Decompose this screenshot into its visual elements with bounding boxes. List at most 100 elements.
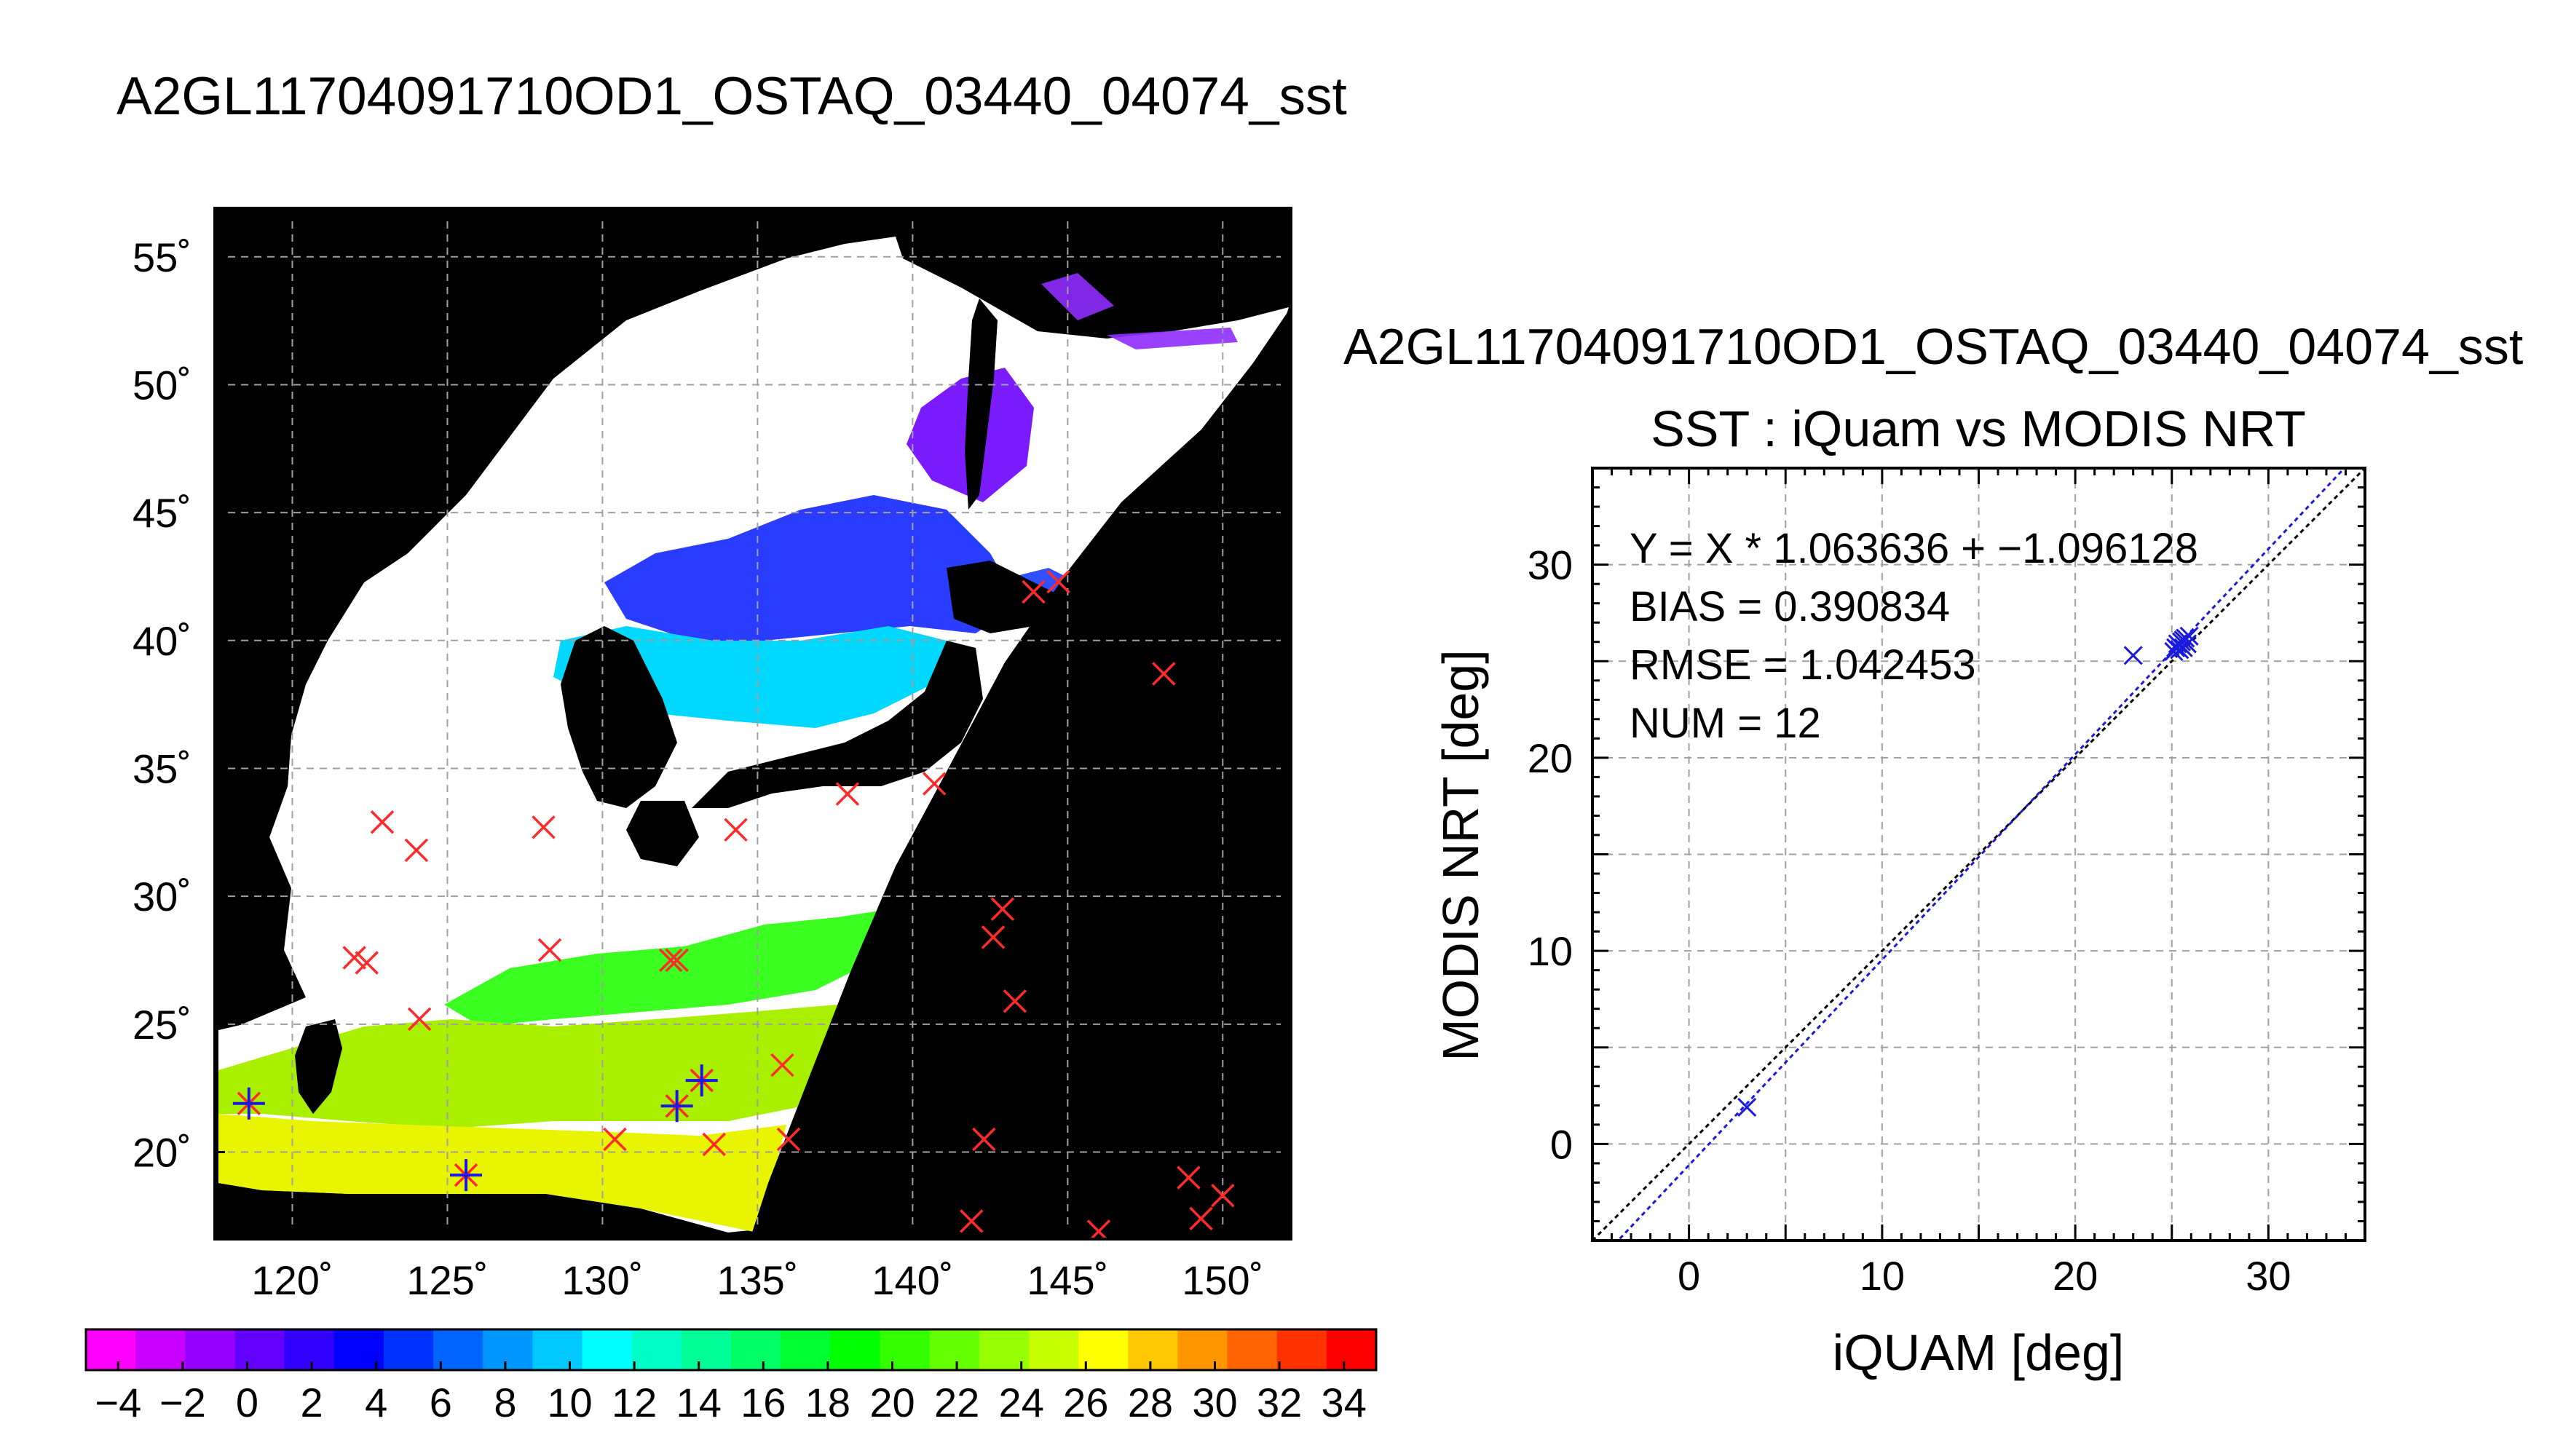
map-frame <box>213 207 1292 1241</box>
map-grid <box>215 208 1291 1239</box>
scatter-annotations: Y = X * 1.063636 + −1.096128 BIAS = 0.390… <box>1630 525 2198 747</box>
land-sakhalin <box>965 298 998 510</box>
scatter-points <box>1737 626 2199 1117</box>
insitu-marker <box>702 1132 726 1157</box>
scatter-plot: 0 10 20 30 0 10 20 30 Y = X * 1.063636 + −1.096… <box>1432 467 2366 1381</box>
map-lat-tick-label: 50˚ <box>133 362 191 408</box>
scatter-y-tick-label: 20 <box>1528 735 1573 781</box>
insitu-marker <box>355 951 379 975</box>
colorbar-segment <box>582 1329 633 1370</box>
colorbar-segment <box>284 1329 335 1370</box>
scatter-annotation: RMSE = 1.042453 <box>1630 641 1976 689</box>
land-korea <box>561 626 677 808</box>
colorbar-tick-label: 8 <box>494 1380 516 1425</box>
colorbar-tick-label: 4 <box>365 1380 387 1425</box>
scatter-axis-ticks: 0 10 20 30 0 10 20 30 <box>1528 468 2365 1299</box>
scatter-xlabel: iQUAM [deg] <box>1833 1324 2125 1381</box>
map-lat-tick-label: 30˚ <box>133 874 191 919</box>
scatter-point <box>1737 1097 1757 1117</box>
insitu-marker <box>342 946 366 970</box>
insitu-marker <box>981 925 1006 949</box>
scatter-title: SST : iQuam vs MODIS NRT <box>1651 400 2306 457</box>
map-axis-ticks: 120˚ 125˚ 130˚ 135˚ 140˚ 145˚ 150˚ 55˚ 50˚ 45˚ 40˚… <box>133 208 1291 1303</box>
colorbar-tick-label: 32 <box>1257 1380 1302 1425</box>
colorbar-tick-label: 0 <box>236 1380 258 1425</box>
scatter-point <box>2168 634 2187 654</box>
scatter-annotation: Y = X * 1.063636 + −1.096128 <box>1630 525 2198 572</box>
scatter-x-tick-label: 30 <box>2246 1253 2291 1299</box>
insitu-marker <box>658 948 683 973</box>
colorbar-segment <box>383 1329 434 1370</box>
scatter-y-tick-label: 30 <box>1528 542 1573 588</box>
colorbar-tick-label: 18 <box>805 1380 850 1425</box>
matchup-marker <box>232 1087 265 1120</box>
map-lon-tick-label: 120˚ <box>251 1257 333 1303</box>
land-kyushu <box>626 801 699 866</box>
scatter-grid <box>1592 468 2365 1241</box>
colorbar-segment <box>1276 1329 1327 1370</box>
map-lon-tick-label: 140˚ <box>872 1257 953 1303</box>
map-lat-tick-label: 35˚ <box>133 745 191 791</box>
scatter-point <box>2176 628 2195 648</box>
colorbar-tick-label: 30 <box>1192 1380 1237 1425</box>
scatter-x-tick-label: 0 <box>1678 1253 1700 1299</box>
scatter-y-tick-label: 0 <box>1550 1121 1573 1167</box>
colorbar-tick-label: 16 <box>741 1380 786 1425</box>
map-markers <box>232 569 1235 1239</box>
scatter-lines <box>1592 468 2365 1241</box>
scatter-point <box>2123 646 2143 665</box>
colorbar-tick-label: 14 <box>676 1380 722 1425</box>
insitu-marker <box>1189 1206 1213 1231</box>
land-taiwan <box>295 1019 342 1114</box>
scatter-ylabel: MODIS NRT [deg] <box>1432 649 1489 1061</box>
insitu-marker <box>1211 1184 1235 1208</box>
sst-warm-south <box>218 1114 786 1232</box>
colorbar-tick-label: 2 <box>301 1380 323 1425</box>
colorbar-segment <box>681 1329 732 1370</box>
colorbar-tick-label: −4 <box>95 1380 141 1425</box>
insitu-marker <box>370 810 395 834</box>
scatter-x-tick-label: 10 <box>1860 1253 1905 1299</box>
insitu-marker <box>990 897 1015 921</box>
colorbar-segment <box>880 1329 931 1370</box>
sst-colorbar: −4 −2 0 2 4 6 8 10 12 14 16 18 20 22 24 26 28 30 32 34 <box>84 1328 1378 1425</box>
colorbar-segment <box>234 1329 285 1370</box>
land-honshu <box>692 641 983 808</box>
sst-tropical-band <box>218 1005 852 1128</box>
matchup-marker <box>685 1064 718 1097</box>
map-lat-tick-label: 25˚ <box>133 1002 191 1048</box>
insitu-marker <box>835 782 860 806</box>
map-lon-tick-label: 130˚ <box>561 1257 643 1303</box>
map-lat-tick-label: 40˚ <box>133 618 191 664</box>
insitu-marker <box>537 938 562 962</box>
colorbar-tick-label: −2 <box>159 1380 206 1425</box>
scatter-y-tick-label: 10 <box>1528 928 1573 974</box>
scatter-annotation: BIAS = 0.390834 <box>1630 583 1950 630</box>
colorbar-segment <box>135 1329 186 1370</box>
insitu-marker <box>603 1127 627 1152</box>
insitu-marker <box>404 838 429 863</box>
colorbar-tick-label: 22 <box>934 1380 979 1425</box>
scatter-x-tick-label: 20 <box>2053 1253 2098 1299</box>
insitu-marker <box>665 948 689 973</box>
insitu-marker <box>1046 569 1070 594</box>
colorbar-segment <box>1177 1329 1228 1370</box>
colorbar-segment <box>483 1329 533 1370</box>
sst-japan-sea-north <box>604 495 1019 641</box>
colorbar-segment <box>830 1329 881 1370</box>
insitu-marker <box>1022 579 1046 604</box>
insitu-marker <box>972 1127 996 1152</box>
colorbar-segment <box>731 1329 781 1370</box>
insitu-marker <box>1003 989 1027 1013</box>
colorbar-tick-label: 24 <box>999 1380 1044 1425</box>
insitu-marker <box>922 772 947 796</box>
scatter-point <box>2177 634 2197 654</box>
scatter-file-title: A2GL11704091710OD1_OSTAQ_03440_04074_sst <box>1343 318 2523 375</box>
colorbar-segment <box>532 1329 583 1370</box>
sst-map: 120˚ 125˚ 130˚ 135˚ 140˚ 145˚ 150˚ 55˚ 50˚ 45˚ 40˚… <box>133 207 1292 1303</box>
insitu-marker <box>724 818 748 842</box>
colorbar-tick-label: 26 <box>1063 1380 1108 1425</box>
fit-line <box>1616 468 2346 1241</box>
land-hokkaido <box>947 561 1063 633</box>
colorbar-segment <box>781 1329 831 1370</box>
